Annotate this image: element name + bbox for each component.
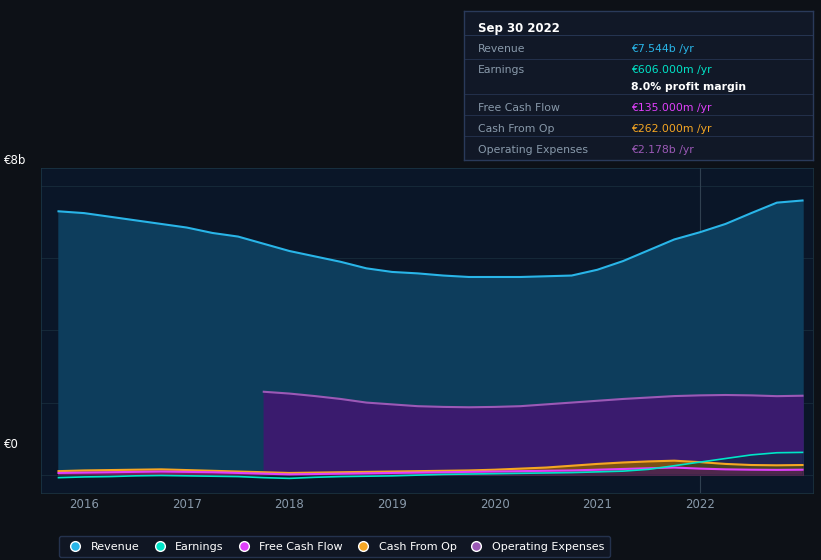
Text: Cash From Op: Cash From Op [478, 124, 554, 134]
Text: €262.000m /yr: €262.000m /yr [631, 124, 712, 134]
Text: €7.544b /yr: €7.544b /yr [631, 44, 694, 54]
Text: 8.0% profit margin: 8.0% profit margin [631, 82, 746, 92]
Text: Revenue: Revenue [478, 44, 525, 54]
Text: €8b: €8b [4, 154, 26, 167]
Text: Earnings: Earnings [478, 64, 525, 74]
Text: Free Cash Flow: Free Cash Flow [478, 103, 560, 113]
Text: €135.000m /yr: €135.000m /yr [631, 103, 712, 113]
Text: Operating Expenses: Operating Expenses [478, 145, 588, 155]
Legend: Revenue, Earnings, Free Cash Flow, Cash From Op, Operating Expenses: Revenue, Earnings, Free Cash Flow, Cash … [59, 536, 610, 557]
Text: €0: €0 [4, 438, 19, 451]
Text: Sep 30 2022: Sep 30 2022 [478, 22, 560, 35]
Text: €606.000m /yr: €606.000m /yr [631, 64, 712, 74]
Text: €2.178b /yr: €2.178b /yr [631, 145, 694, 155]
